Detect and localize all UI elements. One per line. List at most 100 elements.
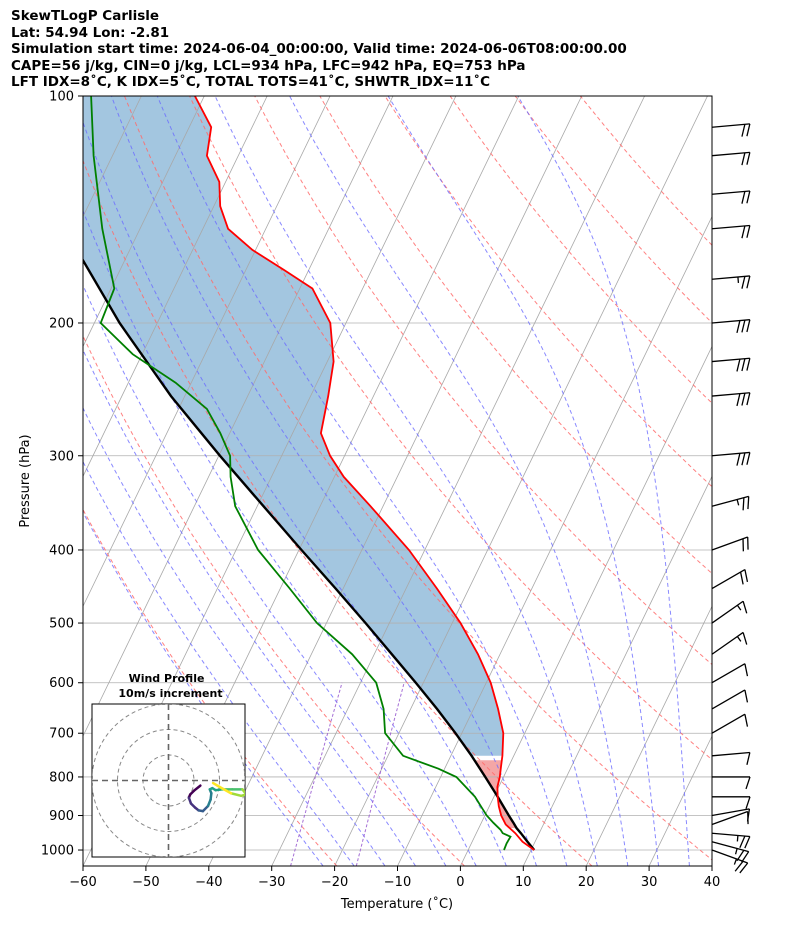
- x-tick-label: 20: [578, 875, 595, 890]
- wind-barb-staff: [711, 536, 748, 551]
- dry-adiabat: [514, 96, 712, 324]
- wind-barb: [711, 275, 751, 289]
- wind-barb-flag: [745, 776, 751, 790]
- x-tick-label: 30: [641, 875, 658, 890]
- plot-clip: [83, 96, 794, 866]
- moist-adiabat: [83, 460, 355, 866]
- wind-barb-half-flag: [734, 848, 738, 855]
- y-tick-label: 400: [49, 543, 74, 558]
- isotherm-line: [711, 865, 712, 866]
- wind-barb-flag: [741, 452, 746, 466]
- wind-barb-flag: [741, 393, 746, 406]
- wind-barb-flag: [744, 714, 749, 727]
- mixing-ratio-line: [290, 682, 343, 866]
- wind-barb-flag: [741, 152, 746, 166]
- moist-adiabat: [83, 406, 386, 866]
- wind-barb-flag: [746, 190, 751, 204]
- isotherm-line: [271, 96, 645, 866]
- y-tick-label: 200: [49, 316, 74, 331]
- dewpoint-profile-line: [90, 96, 512, 851]
- y-tick-label: 900: [49, 809, 74, 824]
- cape-area: [83, 96, 504, 756]
- isotherm-line: [522, 475, 712, 866]
- wind-barb-flag: [746, 358, 751, 371]
- wind-barb-half-flag: [736, 835, 739, 842]
- wind-barb-flag: [746, 152, 751, 165]
- wind-barb-staff: [711, 495, 749, 507]
- wind-barb-flag: [736, 320, 741, 333]
- dry-adiabat: [189, 96, 712, 761]
- wind-barb-staff: [711, 832, 750, 838]
- wind-barb-staff: [711, 275, 750, 280]
- wind-barb: [711, 357, 751, 372]
- moist-adiabat: [83, 284, 447, 866]
- wind-barb: [711, 663, 749, 684]
- isotherm-line: [648, 735, 712, 866]
- moist-adiabat: [214, 96, 598, 866]
- wind-barb: [711, 849, 749, 874]
- isotherm-line: [208, 96, 583, 866]
- dry-adiabat: [579, 96, 712, 246]
- x-tick-label: −30: [258, 875, 285, 890]
- y-tick-label: 800: [49, 770, 74, 785]
- wind-barb-staff: [711, 568, 746, 590]
- wind-barb: [711, 392, 751, 407]
- y-tick-label: 700: [49, 727, 74, 742]
- wind-barb-half-flag: [736, 499, 740, 506]
- wind-barb-staff: [711, 357, 750, 363]
- wind-barb: [711, 713, 749, 734]
- wind-barb: [711, 190, 751, 204]
- wind-barb: [711, 600, 748, 624]
- wind-barb-flag: [739, 835, 746, 848]
- location-line: Lat: 54.94 Lon: -2.81: [11, 24, 170, 41]
- x-tick-label: 40: [704, 875, 721, 890]
- wind-barb-staff: [711, 392, 750, 397]
- wind-barb-flag: [736, 453, 741, 466]
- wind-barb-staff: [711, 123, 750, 128]
- wind-barb: [711, 689, 749, 710]
- wind-barb-flag: [736, 393, 741, 407]
- x-tick-label: 0: [456, 875, 464, 890]
- x-tick-label: 10: [515, 875, 532, 890]
- time-line: Simulation start time: 2024-06-04_00:00:…: [11, 41, 627, 57]
- x-axis-label: Temperature (˚C): [340, 896, 453, 912]
- dry-adiabat: [384, 96, 712, 488]
- y-tick-label: 500: [49, 617, 74, 632]
- dry-adiabat: [319, 96, 712, 575]
- wind-barb-staff: [711, 841, 749, 853]
- wind-barb-staff: [711, 451, 750, 457]
- wind-barb-half-flag: [737, 276, 740, 284]
- wind-barb-flag: [746, 752, 751, 765]
- wind-barb: [711, 495, 750, 511]
- wind-barb-flag: [744, 569, 749, 583]
- hodograph-title: Wind Profile: [129, 672, 205, 685]
- skewt-plot-area: [83, 96, 794, 874]
- wind-barb-flag: [734, 860, 744, 872]
- dry-adiabat: [83, 334, 465, 866]
- x-tick-label: −40: [195, 875, 222, 890]
- wind-barb-staff: [711, 319, 750, 324]
- wind-barb-flag: [744, 663, 749, 677]
- wind-barb: [711, 151, 751, 166]
- wind-barb-flag: [746, 123, 751, 137]
- isotherm-line: [775, 96, 794, 866]
- wind-profile-inset: Wind Profile 10m/s increment: [91, 672, 246, 858]
- wind-barb-flag: [746, 392, 751, 406]
- x-tick-label: −20: [321, 875, 348, 890]
- wind-barb: [711, 832, 751, 849]
- isotherm-line: [83, 96, 331, 608]
- hodograph-subtitle: 10m/s increment: [118, 687, 222, 700]
- wind-barb-staff: [711, 600, 744, 624]
- wind-barb-flag: [741, 276, 746, 289]
- y-tick-label: 300: [49, 449, 74, 464]
- dry-adiabat: [124, 96, 712, 861]
- y-axis-label: Pressure (hPa): [18, 434, 33, 527]
- wind-barb: [711, 536, 749, 552]
- wind-barb-flag: [746, 808, 751, 822]
- moist-adiabat: [83, 348, 416, 866]
- moist-adiabat: [289, 96, 629, 866]
- wind-barb-staff: [711, 849, 748, 864]
- index-line: LFT IDX=8˚C, K IDX=5˚C, TOTAL TOTS=41˚C,…: [11, 74, 491, 90]
- isotherm-line: [83, 96, 268, 478]
- wind-barb-flag: [745, 796, 751, 810]
